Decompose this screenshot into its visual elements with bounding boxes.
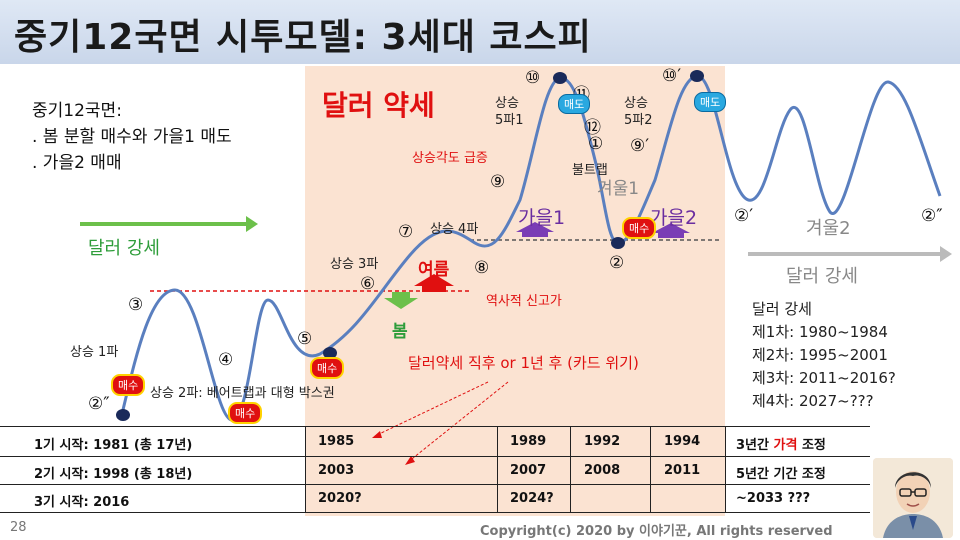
buy-marker: 매수 bbox=[228, 402, 263, 424]
phase-2: ② bbox=[609, 253, 625, 273]
historic-high-label: 역사적 신고가 bbox=[486, 294, 562, 309]
note-line: 중기12국면: bbox=[32, 101, 122, 121]
point-dot bbox=[323, 347, 337, 359]
phase-1: ① bbox=[588, 134, 604, 154]
row-c1: 2003 bbox=[318, 463, 355, 478]
note-line: . 봄 분할 매수와 가을1 매도 bbox=[32, 127, 232, 147]
autumn2-arrow-icon bbox=[652, 223, 690, 238]
row-start: 3기 시작: 2016 bbox=[34, 495, 130, 510]
wave-label-up3: 상승 3파 bbox=[330, 257, 379, 272]
phase-2pp-left: ②″ bbox=[88, 394, 110, 414]
row-c1: 2020? bbox=[318, 491, 362, 506]
dollar-strong-item: 제3차: 2011~2016? bbox=[752, 369, 896, 387]
presenter-avatar bbox=[873, 458, 953, 538]
row-c4: 2011 bbox=[664, 463, 701, 478]
dollar-strong-item: 제4차: 2027~??? bbox=[752, 392, 874, 410]
sell-marker: 매도 bbox=[558, 94, 591, 114]
table-row: 3기 시작: 2016 2020? 2024? ~2033 ??? bbox=[0, 485, 870, 511]
table-row: 2기 시작: 1998 (총 18년) 2003 2007 2008 2011 … bbox=[0, 457, 870, 483]
bulltrap-label: 불트랩 bbox=[572, 163, 608, 178]
summer-arrow-icon bbox=[414, 274, 454, 292]
row-start: 1기 시작: 1981 (총 17년) bbox=[34, 438, 193, 453]
phase-2p: ②′ bbox=[734, 206, 754, 226]
dollar-strong-item: 제1차: 1980~1984 bbox=[752, 323, 888, 341]
row-adjust: ~2033 ??? bbox=[736, 491, 811, 506]
phase-6: ⑥ bbox=[360, 274, 376, 294]
crisis-arrow-2 bbox=[407, 381, 509, 463]
wave-label-up5-2: 상승 5파2 bbox=[624, 96, 653, 128]
page-title: 중기12국면 시투모델: 3세대 코스피 bbox=[14, 17, 592, 58]
dollar-weak-label: 달러 약세 bbox=[322, 89, 435, 122]
buy-marker: 매수 bbox=[622, 217, 657, 239]
table-row: 1기 시작: 1981 (총 17년) 1985 1989 1992 1994 … bbox=[0, 428, 870, 454]
row-adjust: 3년간 가격 조정 bbox=[736, 438, 826, 453]
buy-marker: 매수 bbox=[310, 357, 345, 379]
dollar-strong-heading: 달러 강세 bbox=[752, 300, 812, 318]
row-c2: 2024? bbox=[510, 491, 554, 506]
spring-arrow-icon bbox=[384, 292, 418, 309]
phase-10: ⑩ bbox=[525, 68, 541, 88]
autumn2-label: 가을2 bbox=[650, 207, 698, 229]
wave-label-up4: 상승 4파 bbox=[430, 222, 479, 237]
summer-label: 여름 bbox=[418, 260, 450, 280]
row-c4: 1994 bbox=[664, 434, 701, 449]
winter2-label: 겨울2 bbox=[806, 218, 851, 239]
phase-4: ④ bbox=[218, 350, 234, 370]
steep-angle-label: 상승각도 급증 bbox=[412, 151, 488, 166]
autumn1-arrow-icon bbox=[516, 222, 554, 237]
winter1-label: 겨울1 bbox=[597, 179, 640, 199]
title-bar bbox=[0, 0, 960, 64]
row-adjust: 5년간 기간 조정 bbox=[736, 467, 826, 482]
crisis-label: 달러약세 직후 or 1년 후 (카드 위기) bbox=[408, 354, 639, 372]
phase-9p: ⑨′ bbox=[630, 136, 650, 156]
dollar-strong-right-label: 달러 강세 bbox=[786, 266, 858, 287]
phase-8: ⑧ bbox=[474, 258, 490, 278]
point-dot bbox=[611, 237, 625, 249]
phase-2pp-right: ②″ bbox=[921, 206, 943, 226]
phase-12: ⑫ bbox=[584, 118, 601, 138]
phase-9: ⑨ bbox=[490, 172, 506, 192]
avatar-illustration-icon bbox=[873, 458, 953, 538]
row-c2: 1989 bbox=[510, 434, 547, 449]
row-c3: 2008 bbox=[584, 463, 621, 478]
point-dot bbox=[690, 70, 704, 82]
note-line: . 가을2 매매 bbox=[32, 153, 122, 173]
phase-3: ③ bbox=[128, 295, 144, 315]
phase-7: ⑦ bbox=[398, 222, 414, 242]
dollar-strong-item: 제2차: 1995~2001 bbox=[752, 346, 888, 364]
phase-10p: ⑩′ bbox=[662, 66, 682, 86]
point-dot bbox=[553, 72, 567, 84]
row-c1: 1985 bbox=[318, 434, 355, 449]
wave-label-up2: 상승 2파: 베어트랩과 대형 박스권 bbox=[150, 386, 335, 401]
copyright: Copyright(c) 2020 by 이야기꾼, All rights re… bbox=[480, 524, 833, 539]
crisis-arrow-1 bbox=[374, 381, 489, 437]
row-c3: 1992 bbox=[584, 434, 621, 449]
buy-marker: 매수 bbox=[111, 374, 146, 396]
row-start: 2기 시작: 1998 (총 18년) bbox=[34, 467, 193, 482]
wave-label-up1: 상승 1파 bbox=[70, 345, 119, 360]
spring-label: 봄 bbox=[392, 322, 408, 342]
autumn1-label: 가을1 bbox=[518, 207, 566, 229]
point-dot bbox=[116, 409, 130, 421]
page-number: 28 bbox=[10, 520, 27, 535]
row-c2: 2007 bbox=[510, 463, 547, 478]
notes: 중기12국면: . 봄 분할 매수와 가을1 매도 . 가을2 매매 bbox=[32, 98, 232, 176]
dollar-strong-list: 달러 강세 제1차: 1980~1984 제2차: 1995~2001 제3차:… bbox=[752, 298, 896, 413]
sell-marker: 매도 bbox=[694, 92, 727, 112]
phase-5: ⑤ bbox=[297, 329, 313, 349]
wave-label-up5-1: 상승 5파1 bbox=[495, 96, 524, 128]
dollar-strong-left-label: 달러 강세 bbox=[88, 238, 160, 259]
